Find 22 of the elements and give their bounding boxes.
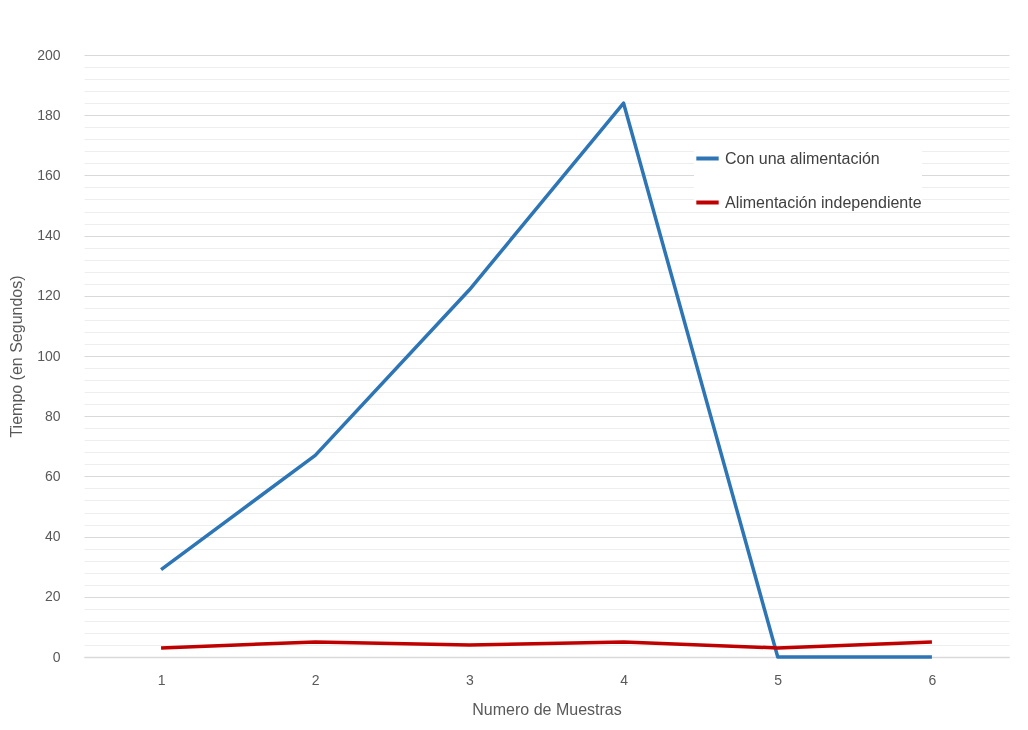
x-tick-label: 3: [466, 671, 475, 688]
x-tick-label: 2: [311, 671, 320, 688]
y-tick-label: 120: [37, 287, 61, 304]
x-tick-label: 5: [774, 671, 783, 688]
legend-label: Alimentación independiente: [725, 193, 922, 211]
line-series: [159, 101, 934, 659]
y-tick-label: 160: [37, 166, 61, 183]
y-tick-label: 0: [52, 648, 61, 665]
x-tick-label: 4: [620, 671, 629, 688]
y-tick-label: 180: [37, 106, 61, 123]
y-tick-label: 80: [44, 407, 61, 424]
y-tick-label: 140: [37, 227, 61, 244]
y-tick-label: 20: [44, 588, 61, 605]
y-tick-label: 100: [37, 347, 61, 364]
y-axis-title: Tiempo (en Segundos): [8, 275, 26, 438]
legend-label: Con una alimentación: [725, 149, 880, 167]
y-tick-label: 40: [44, 528, 61, 545]
y-tick-label: 60: [44, 467, 61, 484]
x-tick-label: 1: [157, 671, 166, 688]
x-axis-title: Numero de Muestras: [472, 700, 622, 718]
y-tick-label: 200: [37, 46, 61, 63]
x-tick-label: 6: [928, 671, 937, 688]
